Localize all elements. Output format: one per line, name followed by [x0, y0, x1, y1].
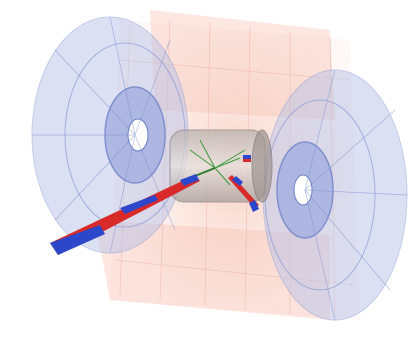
page: (() => { const data = JSON.parse(documen… [0, 0, 420, 342]
small-deposit [243, 155, 251, 162]
right-endcap [263, 70, 407, 320]
event-display [0, 0, 420, 342]
